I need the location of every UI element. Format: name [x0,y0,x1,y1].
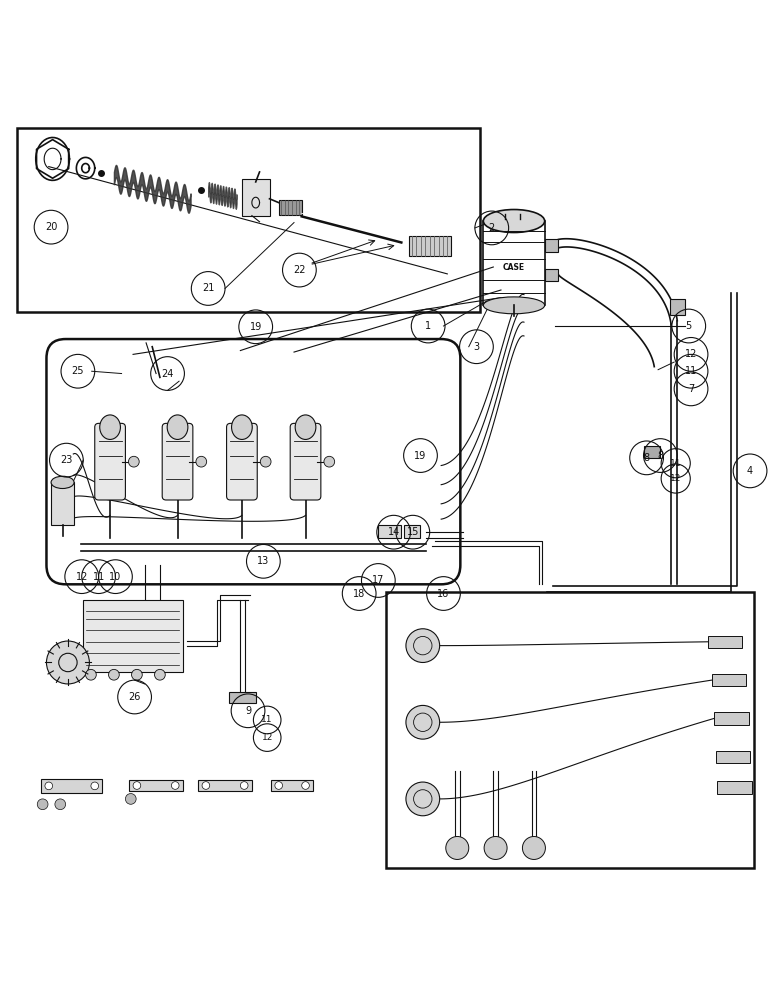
Bar [405,525,420,538]
Text: 8: 8 [657,451,663,461]
Circle shape [154,669,165,680]
Circle shape [131,669,142,680]
Bar [242,179,269,216]
Circle shape [324,456,334,467]
Text: 24: 24 [161,369,174,379]
Text: 17: 17 [372,575,384,585]
Text: 16: 16 [438,589,449,599]
Text: 12: 12 [76,572,88,582]
Circle shape [171,782,179,789]
Circle shape [275,782,283,789]
Text: 12: 12 [685,349,697,359]
Ellipse shape [51,476,74,489]
Bar [271,780,313,791]
Bar [229,692,256,703]
Circle shape [196,456,207,467]
Circle shape [240,782,248,789]
Ellipse shape [232,415,252,439]
Text: 13: 13 [257,556,269,566]
Ellipse shape [295,415,316,439]
Bar [51,482,74,525]
Text: 11: 11 [93,572,105,582]
Text: 19: 19 [415,451,427,461]
FancyBboxPatch shape [226,423,257,500]
Text: 14: 14 [388,527,400,537]
Circle shape [133,782,141,789]
Ellipse shape [168,415,188,439]
Bar [708,636,743,648]
Text: 8: 8 [644,453,650,463]
Text: 11: 11 [670,459,682,468]
Circle shape [302,782,310,789]
Circle shape [91,782,99,790]
Text: 15: 15 [407,527,419,537]
Text: 23: 23 [60,455,73,465]
FancyBboxPatch shape [162,423,193,500]
Circle shape [484,836,507,859]
Bar [717,781,752,794]
Circle shape [445,836,469,859]
Text: 9: 9 [245,706,251,716]
Text: 2: 2 [489,223,495,233]
Text: 21: 21 [202,283,215,293]
Text: CASE: CASE [503,263,525,272]
Circle shape [128,456,139,467]
Text: 1: 1 [425,321,432,331]
Circle shape [406,705,439,739]
Circle shape [523,836,546,859]
Bar [644,446,660,458]
Bar [198,780,252,791]
Bar [41,779,103,793]
Circle shape [406,782,439,816]
FancyBboxPatch shape [290,423,321,500]
Circle shape [86,669,96,680]
Bar [386,592,754,868]
Text: 12: 12 [670,474,682,483]
Circle shape [109,669,120,680]
Bar [409,236,451,256]
Text: 25: 25 [72,366,84,376]
Bar [129,780,183,791]
Bar [712,674,747,686]
Bar [669,299,685,315]
Circle shape [406,629,439,662]
Bar [279,200,302,215]
Text: 11: 11 [262,715,273,724]
Text: 10: 10 [110,572,121,582]
Text: 11: 11 [685,366,697,376]
Circle shape [125,794,136,804]
Bar [545,269,558,281]
Text: 19: 19 [249,322,262,332]
Circle shape [37,799,48,810]
Circle shape [260,456,271,467]
Text: 26: 26 [128,692,141,702]
Circle shape [55,799,66,810]
Text: 4: 4 [747,466,753,476]
Circle shape [202,782,210,789]
Text: 3: 3 [473,342,479,352]
Bar [545,239,558,252]
FancyBboxPatch shape [95,423,125,500]
Text: 18: 18 [353,589,365,599]
Circle shape [45,782,52,790]
Text: 20: 20 [45,222,57,232]
Ellipse shape [483,297,545,314]
Text: 7: 7 [688,384,694,394]
Bar [714,712,749,725]
Circle shape [46,641,90,684]
Bar [83,600,183,672]
Bar [16,128,480,312]
Bar [716,751,750,763]
Text: 5: 5 [686,321,692,331]
Ellipse shape [483,210,545,233]
Bar [378,525,401,538]
Ellipse shape [100,415,120,439]
Text: 22: 22 [293,265,306,275]
Text: 12: 12 [262,733,273,742]
